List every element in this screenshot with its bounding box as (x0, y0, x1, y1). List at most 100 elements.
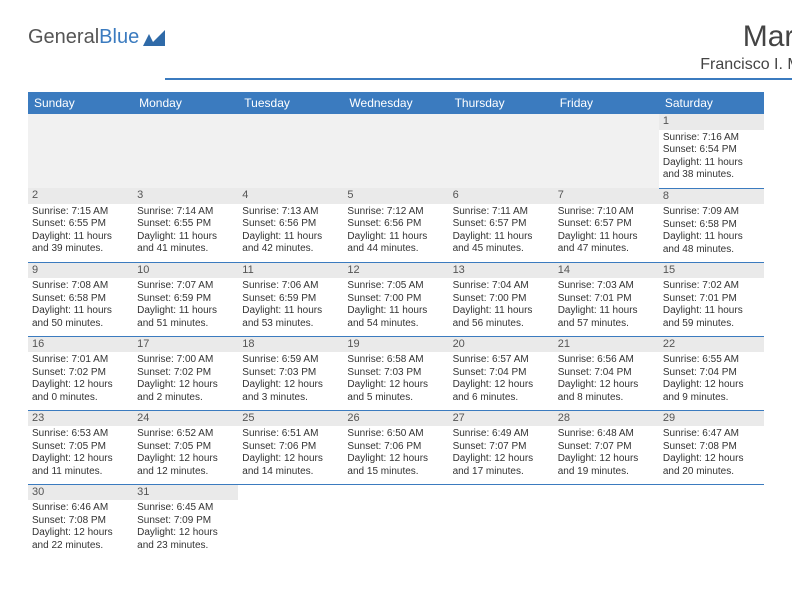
location: Francisco I. Madero, Mexico (165, 56, 792, 80)
daylight-text2: and 9 minutes. (663, 392, 760, 405)
sunset-text: Sunset: 7:00 PM (453, 293, 550, 306)
day-number: 25 (238, 411, 343, 427)
day-number: 7 (554, 188, 659, 204)
day-header: Monday (133, 92, 238, 114)
calendar-header: Sunday Monday Tuesday Wednesday Thursday… (28, 92, 764, 114)
sunset-text: Sunset: 6:59 PM (242, 293, 339, 306)
day-cell: 26Sunrise: 6:50 AMSunset: 7:06 PMDayligh… (343, 410, 448, 484)
daylight-text: Daylight: 11 hours (663, 305, 760, 318)
day-cell: 27Sunrise: 6:49 AMSunset: 7:07 PMDayligh… (449, 410, 554, 484)
day-cell: 5Sunrise: 7:12 AMSunset: 6:56 PMDaylight… (343, 188, 448, 262)
calendar-row: 23Sunrise: 6:53 AMSunset: 7:05 PMDayligh… (28, 410, 764, 484)
sunrise-text: Sunrise: 7:05 AM (347, 280, 444, 293)
day-number: 10 (133, 263, 238, 279)
day-header: Saturday (659, 92, 764, 114)
sunrise-text: Sunrise: 7:06 AM (242, 280, 339, 293)
sunrise-text: Sunrise: 6:52 AM (137, 428, 234, 441)
day-number: 19 (343, 337, 448, 353)
day-cell: 18Sunrise: 6:59 AMSunset: 7:03 PMDayligh… (238, 336, 343, 410)
day-cell: 1Sunrise: 7:16 AMSunset: 6:54 PMDaylight… (659, 114, 764, 188)
daylight-text: Daylight: 12 hours (663, 379, 760, 392)
sunrise-text: Sunrise: 7:11 AM (453, 206, 550, 219)
day-cell: 13Sunrise: 7:04 AMSunset: 7:00 PMDayligh… (449, 262, 554, 336)
day-number: 2 (28, 188, 133, 204)
daylight-text2: and 3 minutes. (242, 392, 339, 405)
sunrise-text: Sunrise: 6:55 AM (663, 354, 760, 367)
daylight-text: Daylight: 11 hours (558, 305, 655, 318)
day-cell: 4Sunrise: 7:13 AMSunset: 6:56 PMDaylight… (238, 188, 343, 262)
empty-cell (659, 484, 764, 558)
sunset-text: Sunset: 7:06 PM (242, 441, 339, 454)
day-cell: 30Sunrise: 6:46 AMSunset: 7:08 PMDayligh… (28, 484, 133, 558)
sunset-text: Sunset: 6:57 PM (453, 218, 550, 231)
day-number: 22 (659, 337, 764, 353)
calendar-row: 16Sunrise: 7:01 AM Sunset: 7:02 PM Dayligh… (28, 336, 764, 410)
day-number: 1 (659, 114, 764, 130)
daylight-text2: and 42 minutes. (242, 243, 339, 256)
daylight-text2: and 19 minutes. (558, 466, 655, 479)
day-number: 15 (659, 263, 764, 279)
day-number: 18 (238, 337, 343, 353)
day-cell: 25Sunrise: 6:51 AMSunset: 7:06 PMDayligh… (238, 410, 343, 484)
sunrise-text: Sunrise: 7:04 AM (453, 280, 550, 293)
daylight-text2: and 57 minutes. (558, 318, 655, 331)
daylight-text: Daylight: 11 hours (242, 305, 339, 318)
sunset-text: Sunset: 6:58 PM (663, 219, 760, 232)
day-number: 6 (449, 188, 554, 204)
sunset-text: Sunset: 7:07 PM (453, 441, 550, 454)
daylight-text2: and 17 minutes. (453, 466, 550, 479)
day-number: 31 (133, 485, 238, 501)
daylight-text2: and 2 minutes. (137, 392, 234, 405)
calendar-table: Sunday Monday Tuesday Wednesday Thursday… (28, 92, 764, 558)
daylight-text2: and 38 minutes. (663, 169, 760, 182)
day-cell: 14Sunrise: 7:03 AMSunset: 7:01 PMDayligh… (554, 262, 659, 336)
daylight-text2: and 45 minutes. (453, 243, 550, 256)
sunset-text: Sunset: 6:56 PM (347, 218, 444, 231)
day-number: 12 (343, 263, 448, 279)
daylight-text: Daylight: 12 hours (663, 453, 760, 466)
calendar-row: 1Sunrise: 7:16 AMSunset: 6:54 PMDaylight… (28, 114, 764, 188)
daylight-text2: and 0 minutes. (32, 392, 129, 405)
sunrise-text: Sunrise: 7:01 AM (32, 354, 129, 367)
day-number: 28 (554, 411, 659, 427)
calendar-row: 9Sunrise: 7:08 AMSunset: 6:58 PMDaylight… (28, 262, 764, 336)
sunset-text: Sunset: 7:04 PM (453, 367, 550, 380)
day-cell: 15Sunrise: 7:02 AMSunset: 7:01 PMDayligh… (659, 262, 764, 336)
day-number: 11 (238, 263, 343, 279)
sunrise-text: Sunrise: 7:16 AM (663, 132, 760, 145)
sunrise-text: Sunrise: 7:09 AM (663, 206, 760, 219)
empty-cell (343, 484, 448, 558)
daylight-text: Daylight: 11 hours (137, 231, 234, 244)
daylight-text2: and 8 minutes. (558, 392, 655, 405)
day-number: 30 (28, 485, 133, 501)
sunset-text: Sunset: 6:56 PM (242, 218, 339, 231)
day-number: 16 (28, 337, 133, 353)
daylight-text: Daylight: 11 hours (453, 231, 550, 244)
day-cell: 19Sunrise: 6:58 AMSunset: 7:03 PMDayligh… (343, 336, 448, 410)
sunset-text: Sunset: 7:08 PM (32, 515, 129, 528)
sunrise-text: Sunrise: 6:49 AM (453, 428, 550, 441)
day-cell: 31Sunrise: 6:45 AMSunset: 7:09 PMDayligh… (133, 484, 238, 558)
daylight-text2: and 22 minutes. (32, 540, 129, 553)
daylight-text2: and 53 minutes. (242, 318, 339, 331)
sunrise-text: Sunrise: 7:12 AM (347, 206, 444, 219)
day-number: 4 (238, 188, 343, 204)
sunrise-text: Sunrise: 7:08 AM (32, 280, 129, 293)
sunset-text: Sunset: 7:05 PM (137, 441, 234, 454)
daylight-text: Daylight: 11 hours (663, 157, 760, 170)
day-cell: 28Sunrise: 6:48 AMSunset: 7:07 PMDayligh… (554, 410, 659, 484)
calendar-row: 30Sunrise: 6:46 AMSunset: 7:08 PMDayligh… (28, 484, 764, 558)
sunset-text: Sunset: 7:09 PM (137, 515, 234, 528)
daylight-text: Daylight: 12 hours (347, 379, 444, 392)
sunrise-text: Sunrise: 7:10 AM (558, 206, 655, 219)
daylight-text2: and 15 minutes. (347, 466, 444, 479)
day-cell: 23Sunrise: 6:53 AMSunset: 7:05 PMDayligh… (28, 410, 133, 484)
day-number: 20 (449, 337, 554, 353)
day-cell: 22Sunrise: 6:55 AMSunset: 7:04 PMDayligh… (659, 336, 764, 410)
sunrise-text: Sunrise: 7:00 AM (137, 354, 234, 367)
sunrise-text: Sunrise: 6:58 AM (347, 354, 444, 367)
daylight-text: Daylight: 11 hours (32, 305, 129, 318)
sunrise-text: Sunrise: 6:59 AM (242, 354, 339, 367)
sunset-text: Sunset: 7:02 PM (137, 367, 234, 380)
daylight-text2: and 23 minutes. (137, 540, 234, 553)
